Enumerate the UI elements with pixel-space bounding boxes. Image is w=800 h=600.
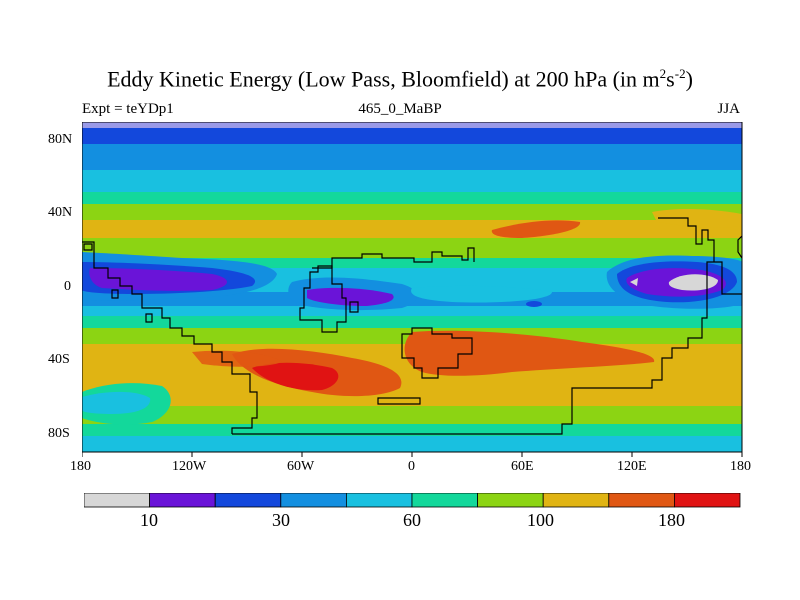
africa-outline <box>401 327 473 379</box>
blob-purple-west-pacific <box>89 268 227 291</box>
x-tick-180e: 180 <box>730 459 751 474</box>
small-island-2-outline <box>145 313 153 323</box>
colorbar-label-100: 100 <box>527 510 554 530</box>
colorbar-swatch <box>411 493 478 508</box>
band-lightblue-north <box>82 170 742 192</box>
colorbar-label-30: 30 <box>272 510 290 530</box>
y-tick-80n: 80N <box>48 132 73 147</box>
colorbar-swatch <box>149 493 216 508</box>
west-island-outline <box>83 243 93 251</box>
y-tick-40s: 40S <box>48 352 70 367</box>
land-outline <box>82 217 742 435</box>
band-lightblue-pole-south <box>82 436 742 452</box>
field-layers <box>82 122 742 452</box>
y-tick-80s: 80S <box>48 426 70 441</box>
x-tick-120w: 120W <box>172 459 207 474</box>
y-tick-40n: 40N <box>48 205 73 220</box>
east-edge-outline <box>737 235 742 259</box>
colorbar-swatch <box>214 493 282 508</box>
colorbar-swatch <box>345 493 413 508</box>
band-cyangreen-far-south <box>82 424 742 436</box>
band-cyangreen-south <box>82 316 742 328</box>
colorbar-label-60: 60 <box>403 510 421 530</box>
band-blue-north <box>82 128 742 144</box>
blob-orange-north-pacific <box>491 220 581 238</box>
band-pole-north <box>82 122 742 128</box>
colorbar-label-180: 180 <box>658 510 685 530</box>
blob-gray-small <box>630 278 638 286</box>
x-tick-0: 0 <box>408 459 415 474</box>
blob-blue-small <box>526 301 542 307</box>
plot-title: Eddy Kinetic Energy (Low Pass, Bloomfiel… <box>107 66 693 92</box>
asia-east-outline <box>658 217 715 262</box>
island-outline <box>349 301 359 313</box>
blob-purple-atlantic <box>307 287 394 306</box>
colorbar <box>84 493 741 508</box>
map-plot <box>82 122 743 457</box>
antarctic-peninsula-outline <box>377 397 421 405</box>
colorbar-swatch <box>542 493 610 508</box>
y-tick-0: 0 <box>64 279 71 294</box>
tick-marks <box>82 452 743 457</box>
band-green-far-south <box>82 406 742 424</box>
band-yellow-north <box>82 220 742 238</box>
blob-lightblue-southwest <box>82 391 151 414</box>
blob-yellow-northeast <box>652 208 742 228</box>
band-midblue-north <box>82 144 742 170</box>
small-island-outline <box>111 289 119 299</box>
colorbar-swatch <box>608 493 675 508</box>
colorbar-swatch <box>477 493 544 508</box>
blob-orange-southeast-pacific <box>192 350 282 367</box>
band-cyangreen-north <box>82 192 742 204</box>
colorbar-swatch <box>280 493 347 508</box>
band-green-subtropic <box>82 238 742 258</box>
blob-lightblue-indian <box>411 285 552 303</box>
band-cyangreen-subtropic <box>82 258 742 268</box>
x-tick-120e: 120E <box>617 459 647 474</box>
blob-orange-south-indian <box>404 330 655 376</box>
blob-gray-east-pacific <box>668 274 718 291</box>
x-tick-60e: 60E <box>511 459 534 474</box>
blob-red-south-pacific <box>252 362 339 391</box>
band-lightblue-south <box>82 306 742 316</box>
season-label: JJA <box>717 101 740 117</box>
colorbar-label-10: 10 <box>140 510 158 530</box>
experiment-label: Expt = teYDp1 <box>82 101 174 117</box>
x-tick-60w: 60W <box>287 459 315 474</box>
colorbar-swatch <box>674 493 741 508</box>
run-label: 465_0_MaBP <box>358 101 442 117</box>
band-green-north <box>82 204 742 220</box>
colorbar-swatch <box>84 493 150 508</box>
pacific-americas-outline <box>82 241 258 434</box>
x-tick-180w: 180 <box>70 459 91 474</box>
south-america-outline <box>299 265 347 333</box>
eurasia-outline <box>312 247 475 269</box>
antarctic-africa-outline <box>232 261 742 435</box>
